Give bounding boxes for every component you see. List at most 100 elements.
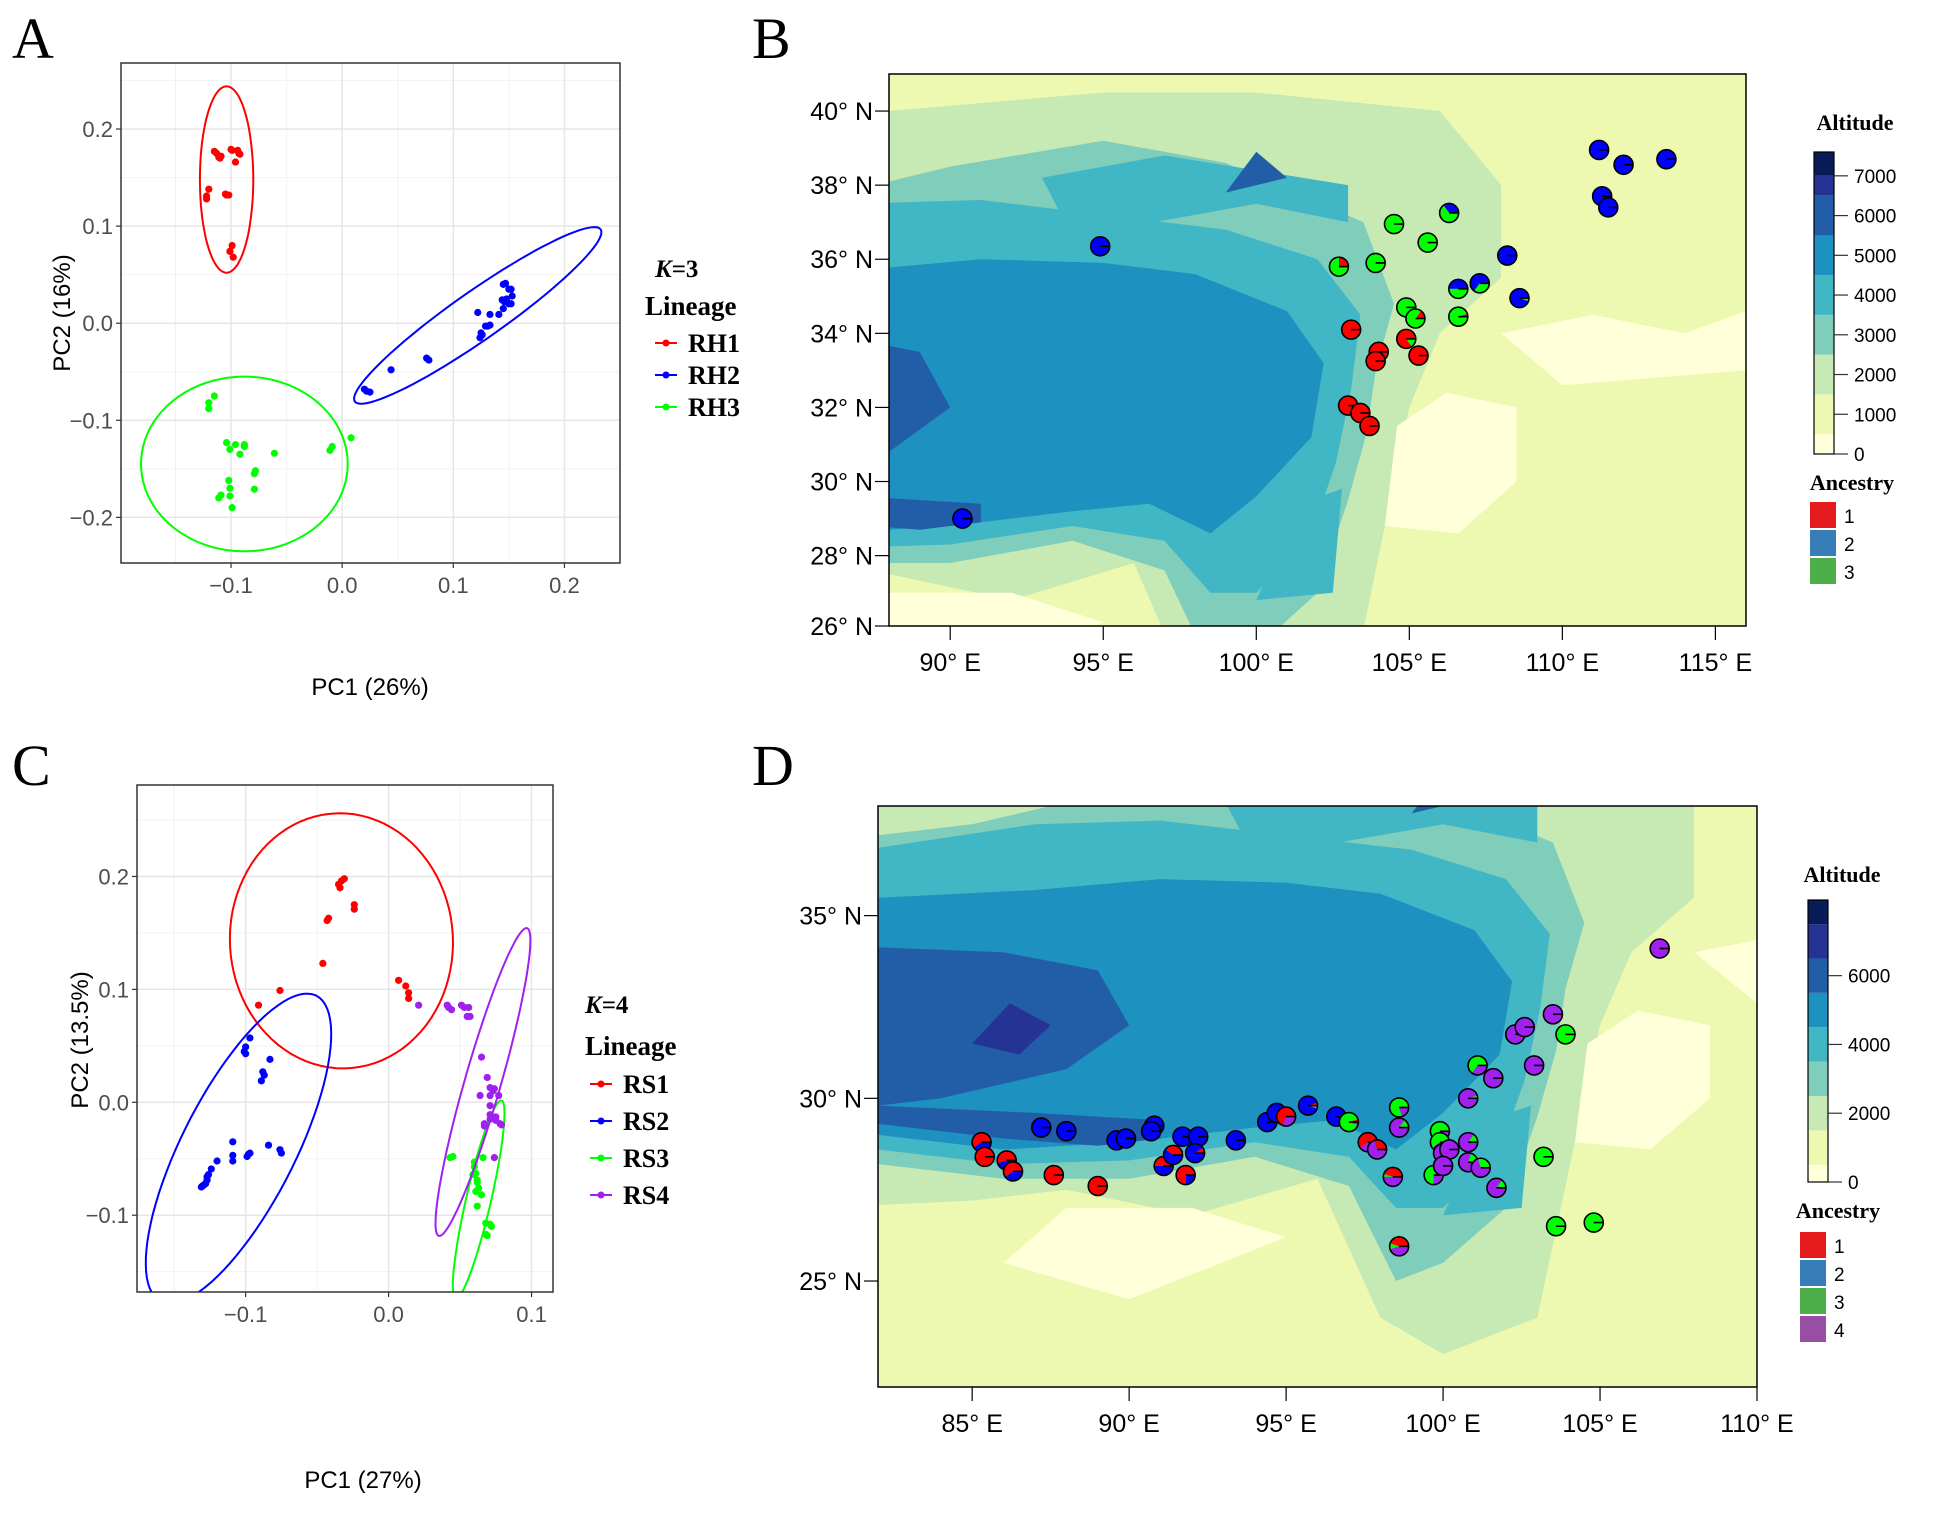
ancestry-legend-title-d: Ancestry bbox=[1796, 1198, 1880, 1223]
legend-items-c: RS1 RS2 RS3 RS4 bbox=[590, 1070, 669, 1210]
ancestry-pie bbox=[1115, 1128, 1137, 1149]
high-peak-zone bbox=[972, 1003, 1051, 1055]
ancestry-pie bbox=[1388, 1236, 1410, 1257]
colorbar-segment bbox=[1808, 900, 1828, 925]
ancestry-label-3: 3 bbox=[1834, 1293, 1845, 1314]
ancestry-pie bbox=[1383, 213, 1405, 235]
ancestry-label-3: 3 bbox=[1844, 563, 1855, 584]
point-rs4 bbox=[497, 1121, 506, 1129]
legend-key-point bbox=[597, 1191, 605, 1199]
lat-tick-label: 26° N bbox=[810, 613, 873, 641]
ancestry-pie bbox=[1365, 252, 1386, 274]
point-rh3 bbox=[226, 445, 234, 454]
ellipse-rh2 bbox=[353, 226, 603, 405]
ancestry-pie bbox=[1542, 1003, 1564, 1025]
point-rs1 bbox=[276, 986, 284, 995]
point-rs2 bbox=[242, 1050, 250, 1058]
x-tick-label: 0.1 bbox=[516, 1302, 547, 1327]
ancestry-pie bbox=[1162, 1144, 1184, 1166]
point-rs4 bbox=[466, 1012, 474, 1021]
pie-slice-ancestry-3 bbox=[1439, 205, 1459, 223]
pie-slice-ancestry-4 bbox=[1486, 1178, 1506, 1198]
point-rh3 bbox=[228, 504, 236, 512]
y-tick-label: −0.2 bbox=[70, 505, 113, 530]
point-rs2 bbox=[243, 1152, 251, 1161]
legend-label-rs2: RS2 bbox=[623, 1107, 669, 1136]
point-rh2 bbox=[499, 305, 507, 313]
point-rs4 bbox=[483, 1073, 491, 1082]
colorbar-segment bbox=[1814, 195, 1834, 236]
point-rh3 bbox=[251, 467, 260, 475]
colorbar-frame bbox=[1813, 151, 1835, 455]
point-rs4 bbox=[415, 1001, 423, 1009]
ancestry-pie bbox=[1359, 415, 1380, 437]
y-tick-label: 0.2 bbox=[98, 864, 129, 889]
ancestry-pie bbox=[1388, 1117, 1410, 1138]
point-rs1 bbox=[405, 989, 413, 997]
legend-label-rs1: RS1 bbox=[623, 1070, 669, 1099]
lon-tick-label: 105° E bbox=[1372, 649, 1447, 677]
point-rh3 bbox=[226, 492, 234, 500]
map-frame-b bbox=[888, 73, 1747, 627]
legend-key-point bbox=[597, 1117, 605, 1125]
x-axis-title-c: PC1 (27%) bbox=[304, 1467, 421, 1494]
legend-c: K=4 Lineage RS1 RS2 RS3 RS4 bbox=[584, 992, 677, 1210]
pca-panel-a: −0.1 0.0 0.1 0.2 −0.2 −0.1 0.0 0.1 0.2 PC1 (26%)… bbox=[49, 62, 740, 701]
lon-tick-label: 115° E bbox=[1679, 649, 1752, 677]
colorbar-segment bbox=[1808, 1027, 1828, 1062]
point-rh3 bbox=[205, 405, 213, 413]
colorbar-tick-label: 0 bbox=[1854, 445, 1865, 466]
legend-k-value: =3 bbox=[672, 256, 699, 283]
colorbar-tick-label: 6000 bbox=[1854, 207, 1896, 228]
pie-slice-ancestry-2 bbox=[1470, 273, 1490, 292]
lat-tick-label: 25° N bbox=[799, 1268, 862, 1296]
point-rh3 bbox=[270, 449, 278, 457]
ancestry-legend-title-b: Ancestry bbox=[1810, 470, 1894, 495]
central-plain bbox=[1501, 311, 1746, 386]
ancestry-pie bbox=[1483, 1067, 1504, 1089]
lat-tick-label: 32° N bbox=[810, 394, 873, 422]
pie-slice-ancestry-4 bbox=[1433, 1175, 1444, 1185]
point-rh2 bbox=[507, 285, 515, 293]
point-rs2 bbox=[213, 1157, 221, 1165]
colorbar-segment bbox=[1808, 924, 1828, 959]
point-rh3 bbox=[236, 450, 244, 458]
ganges-plain bbox=[889, 592, 1104, 626]
legend-key-point bbox=[662, 403, 670, 411]
ellipse-rs2 bbox=[144, 992, 333, 1292]
pie-slice-ancestry-2 bbox=[1448, 279, 1468, 289]
ancestry-swatch-1 bbox=[1810, 502, 1836, 528]
point-rh3 bbox=[215, 494, 223, 502]
point-rh2 bbox=[486, 321, 494, 329]
pie-slice-ancestry-3 bbox=[1477, 1158, 1491, 1168]
legend-k-c: K=4 bbox=[584, 992, 629, 1019]
point-rs2 bbox=[207, 1165, 215, 1173]
pie-slice-ancestry-2 bbox=[1154, 1165, 1174, 1176]
ancestry-pie bbox=[1597, 197, 1619, 218]
point-rs3 bbox=[477, 1191, 486, 1199]
ancestry-pie bbox=[1030, 1117, 1052, 1138]
ancestry-swatch-1 bbox=[1800, 1232, 1826, 1258]
pie-slice-ancestry-3 bbox=[1468, 1055, 1488, 1074]
point-rs2 bbox=[200, 1181, 208, 1189]
colorbar-segment bbox=[1814, 275, 1834, 315]
x-tick-label: 0.1 bbox=[438, 573, 469, 598]
map-ticks-b: 90° E 95° E 100° E 105° E 110° E 115° E 26° N 2… bbox=[810, 98, 1752, 677]
point-rh1 bbox=[236, 150, 244, 158]
ancestry-pie bbox=[1555, 1024, 1576, 1045]
qilian-peak bbox=[1225, 151, 1287, 193]
point-rh1 bbox=[229, 253, 237, 261]
altitude-raster-d bbox=[878, 806, 1757, 1387]
panel-letter-b: B bbox=[752, 6, 791, 71]
plot-background bbox=[137, 785, 553, 1292]
pie-slice-ancestry-2 bbox=[1510, 288, 1530, 308]
point-rs3 bbox=[473, 1178, 481, 1187]
lon-tick-label: 90° E bbox=[1098, 1410, 1159, 1438]
point-rh3 bbox=[226, 484, 234, 492]
colorbar-tick-label: 4000 bbox=[1854, 286, 1896, 307]
grid-a bbox=[121, 63, 621, 563]
pie-slice-ancestry-3 bbox=[1430, 1132, 1450, 1148]
point-rh3 bbox=[240, 440, 248, 449]
point-rs1 bbox=[254, 1001, 263, 1009]
ancestry-pie bbox=[952, 508, 973, 529]
